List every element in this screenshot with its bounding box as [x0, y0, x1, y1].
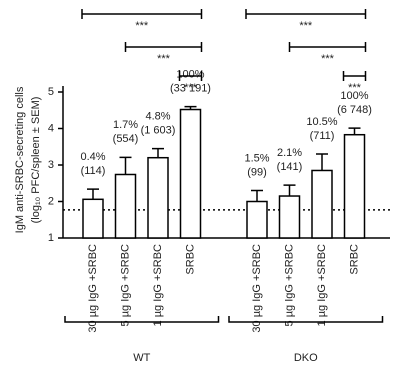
annotation: 1.7% — [113, 119, 138, 131]
y-tick-label: 4 — [48, 122, 54, 134]
error-bar — [316, 153, 328, 171]
x-tick-label: 1 µg IgG +SRBC — [152, 244, 164, 327]
y-axis-label: (log₁₀ PFC/spleen ± SEM) — [30, 97, 42, 224]
group-label: WT — [133, 352, 150, 364]
bar — [82, 198, 104, 239]
y-axis-label: IgM anti-SRBC-secreting cells — [14, 86, 26, 233]
group-bracket — [228, 316, 384, 323]
error-bar — [283, 184, 296, 197]
annotation: (33 191) — [170, 83, 211, 95]
annotation: (99) — [247, 166, 267, 178]
significance-bracket — [342, 71, 367, 81]
group-bracket — [64, 316, 220, 323]
significance-label: *** — [348, 82, 362, 94]
annotation: 10.5% — [306, 116, 337, 128]
y-tick-label: 3 — [48, 159, 54, 171]
annotation: (141) — [277, 161, 303, 173]
x-tick-label: 30 µg IgG +SRBC — [87, 244, 99, 333]
significance-label: *** — [157, 53, 171, 65]
significance-label: *** — [299, 20, 313, 32]
bar — [179, 108, 202, 239]
bar — [311, 169, 333, 239]
y-tick-label: 1 — [48, 232, 54, 244]
bar — [278, 195, 301, 239]
significance-label: *** — [184, 82, 198, 94]
annotation: (1 603) — [141, 124, 176, 136]
annotation: (114) — [81, 165, 106, 177]
annotation: (6 748) — [337, 104, 372, 116]
annotation: (554) — [113, 133, 139, 145]
significance-bracket — [288, 42, 367, 52]
significance-bracket — [81, 9, 203, 19]
x-tick-label: 30 µg IgG +SRBC — [251, 244, 263, 333]
x-tick-label: SRBC — [348, 244, 360, 275]
x-tick-label: SRBC — [184, 244, 196, 275]
x-tick-label: 5 µg IgG +SRBC — [119, 244, 131, 327]
x-tick-label: 5 µg IgG +SRBC — [283, 244, 295, 327]
error-bar — [348, 127, 361, 135]
annotation: 1.5% — [244, 152, 269, 164]
bar — [343, 133, 366, 239]
x-tick-label: 1 µg IgG +SRBC — [316, 244, 328, 327]
significance-label: *** — [135, 20, 149, 32]
significance-label: *** — [321, 53, 335, 65]
group-label: DKO — [294, 352, 318, 364]
annotation: 100% — [340, 90, 368, 102]
bar — [147, 156, 169, 239]
error-bar — [251, 189, 263, 202]
y-tick-label: 2 — [48, 195, 54, 207]
significance-bracket — [124, 42, 203, 52]
error-bar — [152, 147, 164, 158]
y-tick-label: 5 — [48, 86, 54, 98]
error-bar — [184, 105, 197, 110]
annotation: (711) — [310, 130, 335, 142]
annotation: 2.1% — [277, 147, 302, 159]
annotation: 100% — [176, 69, 204, 81]
significance-bracket — [245, 9, 367, 19]
significance-bracket — [178, 71, 203, 81]
error-bar — [119, 156, 132, 175]
error-bar — [87, 188, 99, 200]
bar — [246, 200, 268, 239]
bar — [114, 173, 137, 239]
annotation: 0.4% — [80, 151, 105, 163]
annotation: 4.8% — [145, 110, 170, 122]
